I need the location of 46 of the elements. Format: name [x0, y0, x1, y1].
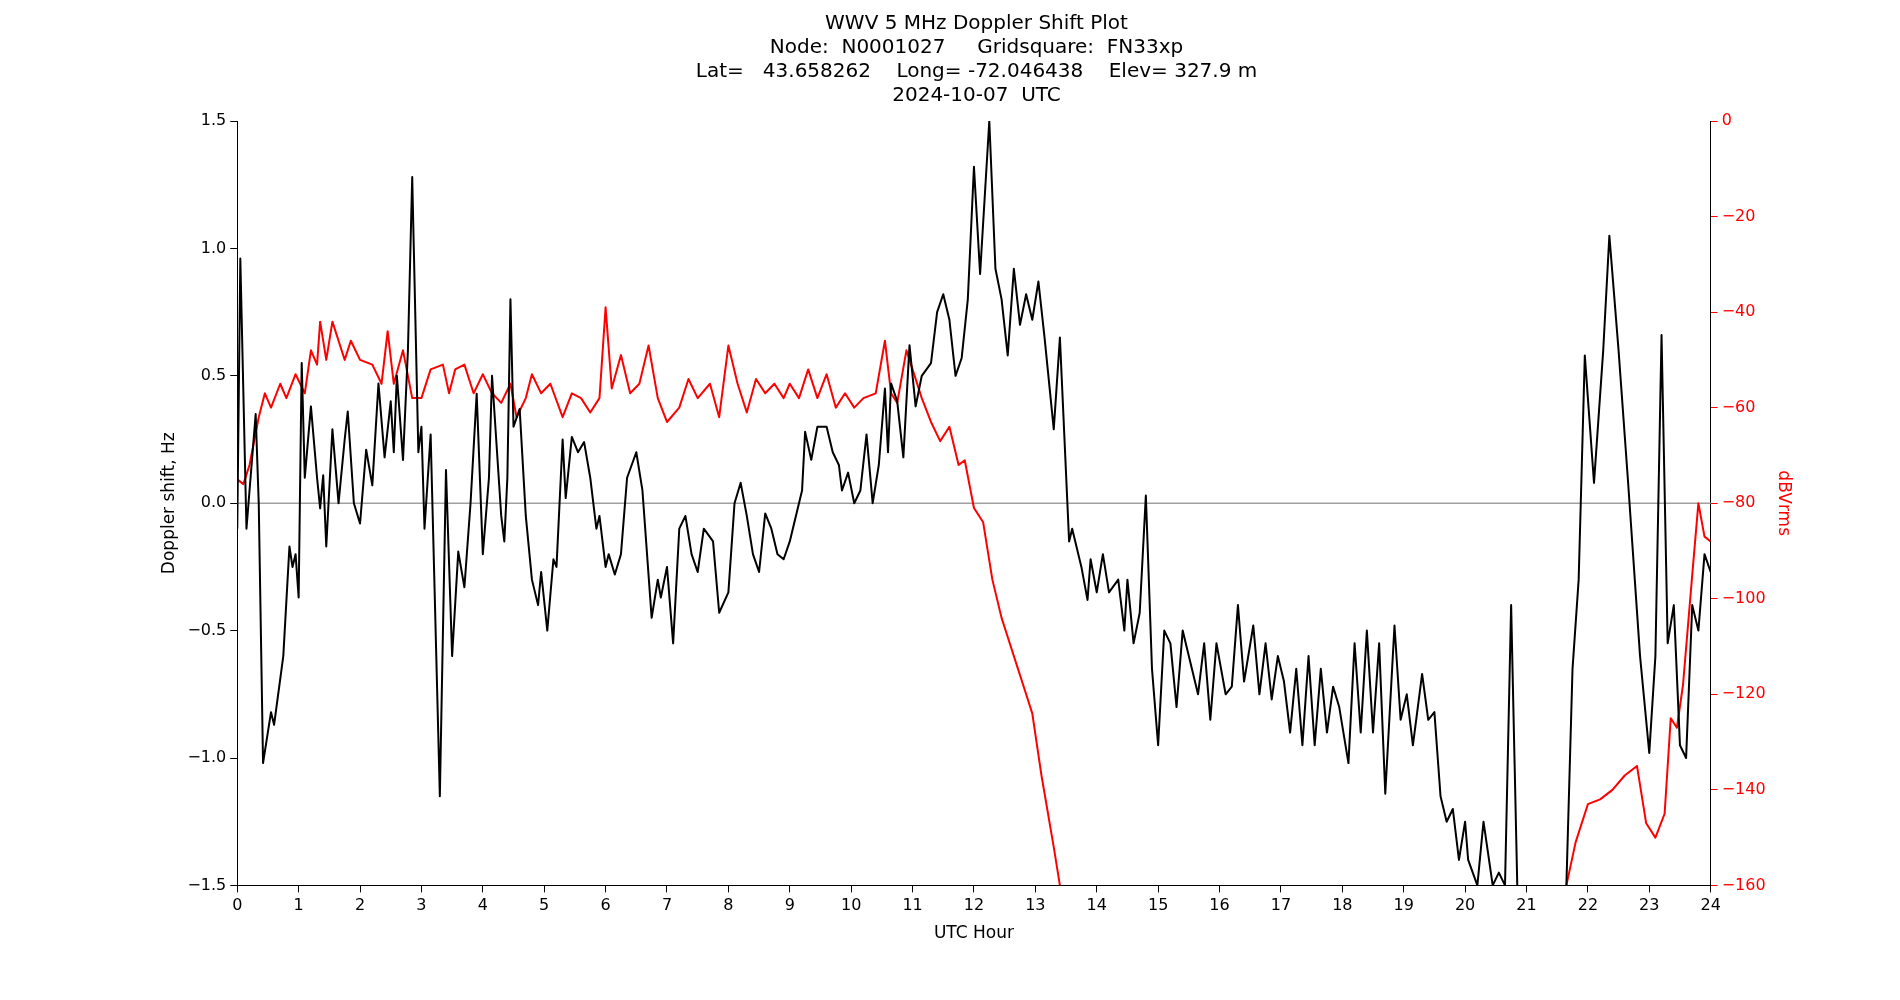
y2-axis-title: dBVrms	[1775, 470, 1796, 537]
x-tick-label: 20	[1454, 895, 1476, 915]
chart-title: WWV 5 MHz Doppler Shift Plot	[825, 10, 1129, 35]
x-tick-label: 16	[1209, 895, 1230, 915]
x-tick-label: 24	[1700, 895, 1721, 915]
x-tick-label: 1	[293, 895, 304, 915]
y2-tick-label: −100	[1721, 587, 1766, 607]
x-tick-label: 6	[600, 895, 611, 915]
y2-tick-label: −140	[1721, 779, 1766, 799]
x-tick-label: 12	[963, 895, 985, 915]
y-tick-label: 0.0	[200, 492, 227, 512]
x-tick-label: 21	[1516, 895, 1537, 915]
y-tick-label: −0.5	[187, 619, 227, 639]
y2-tick-label: −20	[1721, 205, 1756, 225]
x-axis-title: UTC Hour	[933, 922, 1014, 943]
y-tick-label: 0.5	[200, 364, 227, 384]
x-tick-label: 22	[1577, 895, 1599, 915]
x-tick-label: 19	[1393, 895, 1414, 915]
x-tick-label: 23	[1639, 895, 1660, 915]
x-tick-label: 14	[1086, 895, 1107, 915]
x-tick-label: 4	[477, 895, 488, 915]
y2-tick-label: −60	[1721, 396, 1756, 416]
y-axis-title: Doppler shift, Hz	[157, 432, 178, 575]
x-tick-label: 13	[1025, 895, 1046, 915]
y2-tick-label: −40	[1721, 301, 1756, 321]
chart-subtitle: Node: N0001027 Gridsquare: FN33xp Lat= 43.658262 Long= -72.046438 Elev= 327.9 m 2024-10-07 UTC	[695, 34, 1258, 107]
y2-tick-label: −120	[1721, 683, 1766, 703]
x-tick-label: 15	[1147, 895, 1169, 915]
x-tick-label: 9	[784, 895, 795, 915]
x-tick-label: 7	[661, 895, 673, 915]
y2-tick-label: −160	[1721, 874, 1766, 894]
x-tick-label: 17	[1270, 895, 1292, 915]
x-tick-label: 18	[1332, 895, 1353, 915]
x-tick-label: 5	[539, 895, 550, 915]
x-tick-label: 11	[902, 895, 923, 915]
y2-tick-label: 0	[1721, 110, 1732, 130]
y-tick-label: 1.0	[200, 237, 227, 257]
x-tick-label: 8	[723, 895, 734, 915]
x-tick-label: 10	[840, 895, 862, 915]
x-tick-label: 0	[232, 895, 243, 915]
y-tick-label: 1.5	[200, 110, 227, 130]
x-tick-label: 3	[416, 895, 427, 915]
y-tick-label: −1.0	[187, 747, 227, 767]
y2-tick-label: −80	[1721, 492, 1756, 512]
y-tick-label: −1.5	[187, 874, 227, 894]
x-tick-label: 2	[354, 895, 366, 915]
